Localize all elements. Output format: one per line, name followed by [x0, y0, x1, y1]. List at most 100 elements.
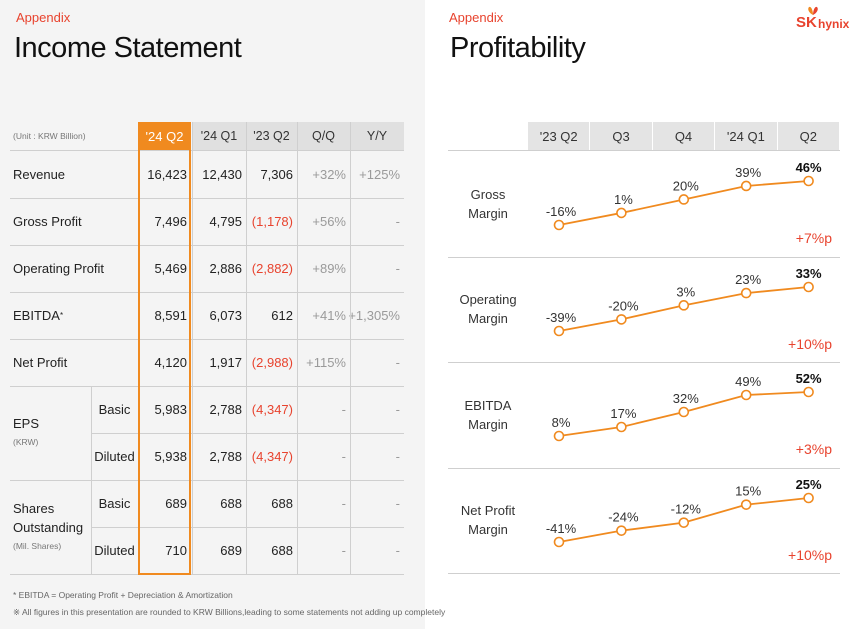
- table-cell: 12,430: [202, 167, 242, 182]
- data-point: [678, 299, 690, 311]
- data-point: [803, 386, 814, 398]
- margin-label: Net Profit Margin: [448, 501, 528, 539]
- table-cell: 7,306: [260, 167, 293, 182]
- table-cell: (4,347): [251, 449, 293, 464]
- table-cell: 612: [271, 308, 293, 323]
- margin-label: Gross Margin: [448, 185, 528, 223]
- margin-label-line: Gross: [470, 186, 506, 202]
- margin-label-line: Margin: [468, 205, 508, 221]
- data-label: 46%: [796, 160, 822, 175]
- data-point: [678, 406, 690, 418]
- table-cell: -: [395, 449, 400, 464]
- data-label: -20%: [608, 298, 639, 313]
- appendix-label: Appendix: [16, 10, 71, 25]
- data-label: 39%: [735, 165, 761, 180]
- table-cell: (2,882): [251, 261, 293, 276]
- table-cell: -: [341, 496, 346, 511]
- margin-delta: +10%p: [788, 335, 832, 352]
- subrow-label: Basic: [98, 402, 131, 417]
- row-divider: [10, 574, 404, 575]
- column-divider: [246, 122, 247, 574]
- margin-line-chart: -41% -24% -12% 15% 25%: [546, 477, 822, 547]
- data-label: -24%: [608, 509, 639, 524]
- data-label: -39%: [546, 310, 577, 325]
- data-point: [740, 498, 752, 510]
- table-cell: 689: [220, 543, 242, 558]
- table-cell: 688: [271, 543, 293, 558]
- data-point: [553, 219, 565, 231]
- page-title: Income Statement: [14, 32, 242, 64]
- margin-line-chart: -16% 1% 20% 39% 46%: [546, 160, 822, 231]
- margin-label-line: Margin: [468, 522, 508, 538]
- data-point: [740, 389, 752, 401]
- logo-sk-text: SK: [796, 14, 817, 31]
- table-cell: 2,886: [209, 261, 242, 276]
- data-label: -12%: [671, 501, 702, 516]
- subrow-label: Diluted: [94, 449, 135, 464]
- group-label: Shares Outstanding (Mil. Shares): [13, 480, 91, 574]
- row-divider: [10, 245, 404, 246]
- table-cell: 5,983: [154, 402, 187, 417]
- table-cell: 6,073: [209, 308, 242, 323]
- table-cell: -: [395, 496, 400, 511]
- table-cell: (4,347): [251, 402, 293, 417]
- subrow-label: Diluted: [94, 543, 135, 558]
- margin-delta: +7%p: [795, 230, 832, 246]
- margin-label-line: Margin: [468, 311, 508, 327]
- footnote-ebitda: * EBITDA = Operating Profit + Depreciati…: [13, 590, 233, 600]
- row-divider: [10, 480, 404, 481]
- table-cell: +89%: [312, 261, 346, 276]
- profit-col-header: '24 Q1: [715, 122, 777, 150]
- table-cell: (1,178): [251, 214, 293, 229]
- data-label: 52%: [796, 371, 822, 386]
- data-point: [803, 281, 814, 292]
- data-label: -16%: [546, 204, 577, 219]
- margin-line-chart: 8% 17% 32% 49% 52%: [552, 371, 822, 442]
- col-header-24q2: '24 Q2: [138, 122, 191, 150]
- data-point: [553, 536, 565, 547]
- table-cell: -: [395, 355, 400, 370]
- subrow-label: Basic: [98, 496, 131, 511]
- table-cell: 8,591: [154, 308, 187, 323]
- group-sublabel: (Mil. Shares): [13, 540, 62, 551]
- margin-delta: +3%p: [795, 441, 832, 457]
- table-cell: +1,305%: [348, 308, 400, 323]
- data-label: 33%: [796, 266, 822, 281]
- table-cell: 16,423: [147, 167, 187, 182]
- data-label: 20%: [673, 178, 699, 193]
- data-point: [553, 325, 565, 336]
- sk-hynix-logo: SK hynix: [796, 6, 856, 36]
- income-statement-panel: [0, 0, 425, 629]
- data-label: 23%: [735, 272, 761, 287]
- data-point: [803, 175, 814, 187]
- footnote-marker: *: [59, 311, 64, 320]
- table-cell: 710: [165, 543, 187, 558]
- table-cell: 5,469: [154, 261, 187, 276]
- row-label: Net Profit: [13, 355, 68, 370]
- col-header: '24 Q1: [192, 122, 246, 150]
- row-label: Operating Profit: [13, 261, 105, 276]
- band-divider: [448, 256, 840, 258]
- table-cell: -: [341, 543, 346, 558]
- data-point: [678, 516, 690, 528]
- table-cell: 5,938: [154, 449, 187, 464]
- footnote-rounding: ※ All figures in this presentation are r…: [13, 607, 446, 617]
- data-point: [616, 524, 627, 536]
- appendix-label-right: Appendix: [449, 10, 504, 25]
- table-cell: 688: [220, 496, 242, 511]
- table-cell: 688: [271, 496, 293, 511]
- table-cell: +125%: [359, 167, 400, 182]
- table-cell: -: [341, 402, 346, 417]
- row-divider: [10, 292, 404, 293]
- row-label: Gross Profit: [13, 214, 82, 229]
- table-cell: 4,795: [209, 214, 242, 229]
- margin-label-line: Margin: [468, 416, 508, 432]
- table-cell: 1,917: [209, 355, 242, 370]
- data-label: 1%: [614, 192, 633, 207]
- group-label: EPS (KRW): [13, 386, 91, 480]
- profitability-title: Profitability: [450, 32, 586, 64]
- data-point: [553, 430, 565, 442]
- margin-label: EBITDA Margin: [448, 396, 528, 434]
- margin-delta: +10%p: [788, 546, 832, 563]
- row-divider: [10, 386, 404, 387]
